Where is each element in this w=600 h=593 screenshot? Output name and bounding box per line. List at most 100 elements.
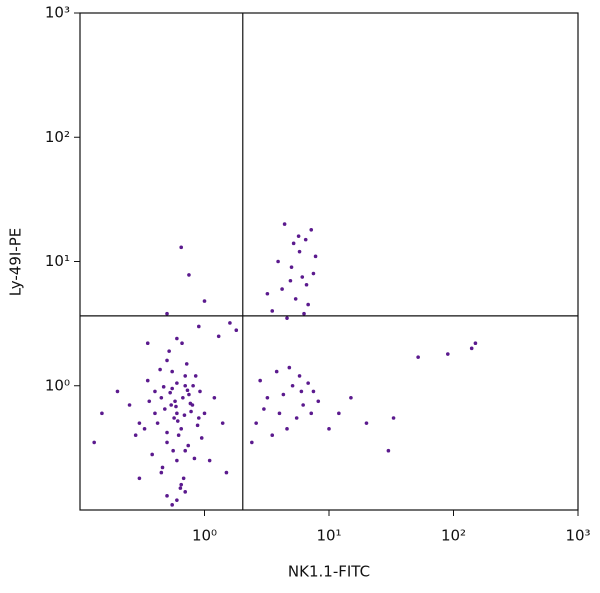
point xyxy=(473,341,478,346)
y-axis-label: Ly-49I-PE xyxy=(7,228,25,296)
x-tick-label: 10² xyxy=(441,527,466,545)
point xyxy=(202,299,207,303)
point xyxy=(153,389,157,394)
point xyxy=(185,388,190,393)
point xyxy=(302,311,306,316)
point xyxy=(337,411,341,416)
point xyxy=(145,378,150,383)
point xyxy=(197,416,201,420)
point xyxy=(175,419,180,423)
point xyxy=(127,403,132,407)
point xyxy=(306,302,310,307)
point xyxy=(191,383,195,388)
point xyxy=(183,448,188,453)
point xyxy=(158,367,162,372)
point xyxy=(199,436,204,440)
point xyxy=(287,365,292,370)
x-tick-label: 10¹ xyxy=(316,527,341,545)
point xyxy=(265,395,270,400)
point xyxy=(175,336,179,341)
point xyxy=(189,409,193,414)
point xyxy=(301,403,305,407)
point xyxy=(277,411,282,416)
point xyxy=(289,265,294,269)
point xyxy=(192,456,197,461)
point xyxy=(364,421,369,425)
point xyxy=(100,411,104,416)
point xyxy=(176,433,181,437)
point xyxy=(175,498,179,502)
point xyxy=(183,490,188,494)
point xyxy=(187,392,191,397)
point xyxy=(155,421,160,425)
y-tick-label: 10³ xyxy=(45,4,70,22)
point xyxy=(311,389,316,394)
point xyxy=(296,234,301,238)
point xyxy=(159,470,164,475)
point xyxy=(184,362,189,366)
x-tick-label: 10⁰ xyxy=(192,527,217,545)
point xyxy=(446,352,450,356)
point xyxy=(265,291,270,296)
point xyxy=(313,254,318,259)
point xyxy=(304,282,309,287)
point xyxy=(258,378,262,383)
point xyxy=(171,448,175,453)
point xyxy=(469,346,474,351)
point xyxy=(178,486,183,490)
point xyxy=(309,227,314,232)
point xyxy=(386,448,391,453)
point xyxy=(288,278,293,283)
point xyxy=(193,374,198,378)
point xyxy=(198,389,202,394)
point xyxy=(137,421,142,425)
point xyxy=(181,395,185,400)
point xyxy=(270,309,275,313)
point xyxy=(311,271,316,276)
point xyxy=(160,465,165,470)
point xyxy=(173,399,177,404)
point xyxy=(306,381,310,385)
point xyxy=(197,324,201,329)
point xyxy=(168,390,172,395)
point xyxy=(291,241,296,246)
point xyxy=(167,349,171,353)
point xyxy=(153,411,157,416)
point xyxy=(349,395,353,400)
point xyxy=(297,249,302,254)
point xyxy=(133,433,138,437)
point xyxy=(175,458,179,463)
point xyxy=(150,452,154,457)
point xyxy=(181,476,186,481)
point xyxy=(212,395,217,400)
point xyxy=(163,407,167,411)
point xyxy=(290,383,295,388)
point xyxy=(179,427,184,431)
point xyxy=(172,416,176,420)
point xyxy=(282,222,287,226)
y-tick-label: 10² xyxy=(45,128,70,146)
point xyxy=(285,316,289,320)
point xyxy=(187,273,191,277)
point xyxy=(391,416,396,420)
point xyxy=(262,407,266,411)
plot-frame xyxy=(79,12,579,511)
point xyxy=(137,476,142,481)
point xyxy=(416,355,420,359)
point xyxy=(170,503,174,507)
point xyxy=(175,381,179,385)
point xyxy=(147,399,152,404)
point xyxy=(186,443,191,448)
point xyxy=(142,427,147,431)
point xyxy=(165,430,169,435)
point xyxy=(281,392,286,397)
point xyxy=(195,423,200,428)
point xyxy=(174,404,178,409)
point xyxy=(183,383,188,388)
point xyxy=(220,421,225,425)
point xyxy=(254,421,258,425)
point xyxy=(92,440,96,445)
point xyxy=(280,287,284,291)
point xyxy=(293,297,298,301)
